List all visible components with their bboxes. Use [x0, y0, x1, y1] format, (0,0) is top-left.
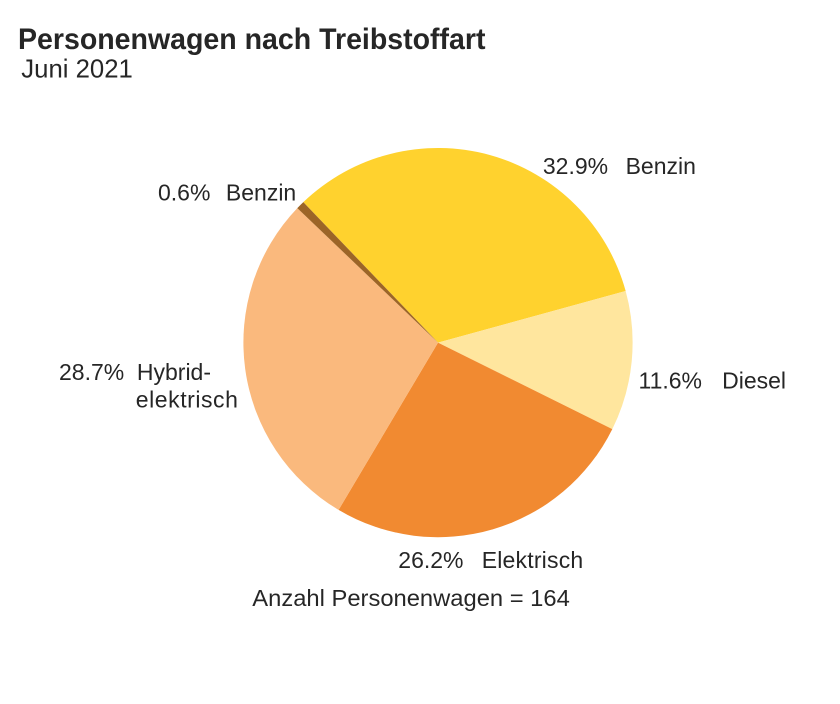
- svg-text:28.7%: 28.7%: [59, 359, 124, 385]
- svg-text:0.6%: 0.6%: [158, 179, 210, 205]
- svg-text:Anzahl Personenwagen = 164: Anzahl Personenwagen = 164: [252, 585, 570, 611]
- svg-text:Personenwagen nach Treibstoffa: Personenwagen nach Treibstoffart: [18, 23, 486, 56]
- svg-text:elektrisch: elektrisch: [136, 387, 239, 413]
- svg-text:Hybrid-: Hybrid-: [137, 359, 211, 385]
- svg-text:Benzin: Benzin: [626, 153, 696, 179]
- svg-text:Benzin: Benzin: [226, 179, 296, 205]
- svg-text:11.6%: 11.6%: [639, 367, 703, 393]
- svg-text:Diesel: Diesel: [722, 367, 786, 393]
- svg-text:Juni 2021: Juni 2021: [21, 54, 133, 84]
- svg-text:Elektrisch: Elektrisch: [482, 547, 584, 573]
- svg-text:26.2%: 26.2%: [398, 547, 463, 573]
- svg-text:32.9%: 32.9%: [543, 153, 608, 179]
